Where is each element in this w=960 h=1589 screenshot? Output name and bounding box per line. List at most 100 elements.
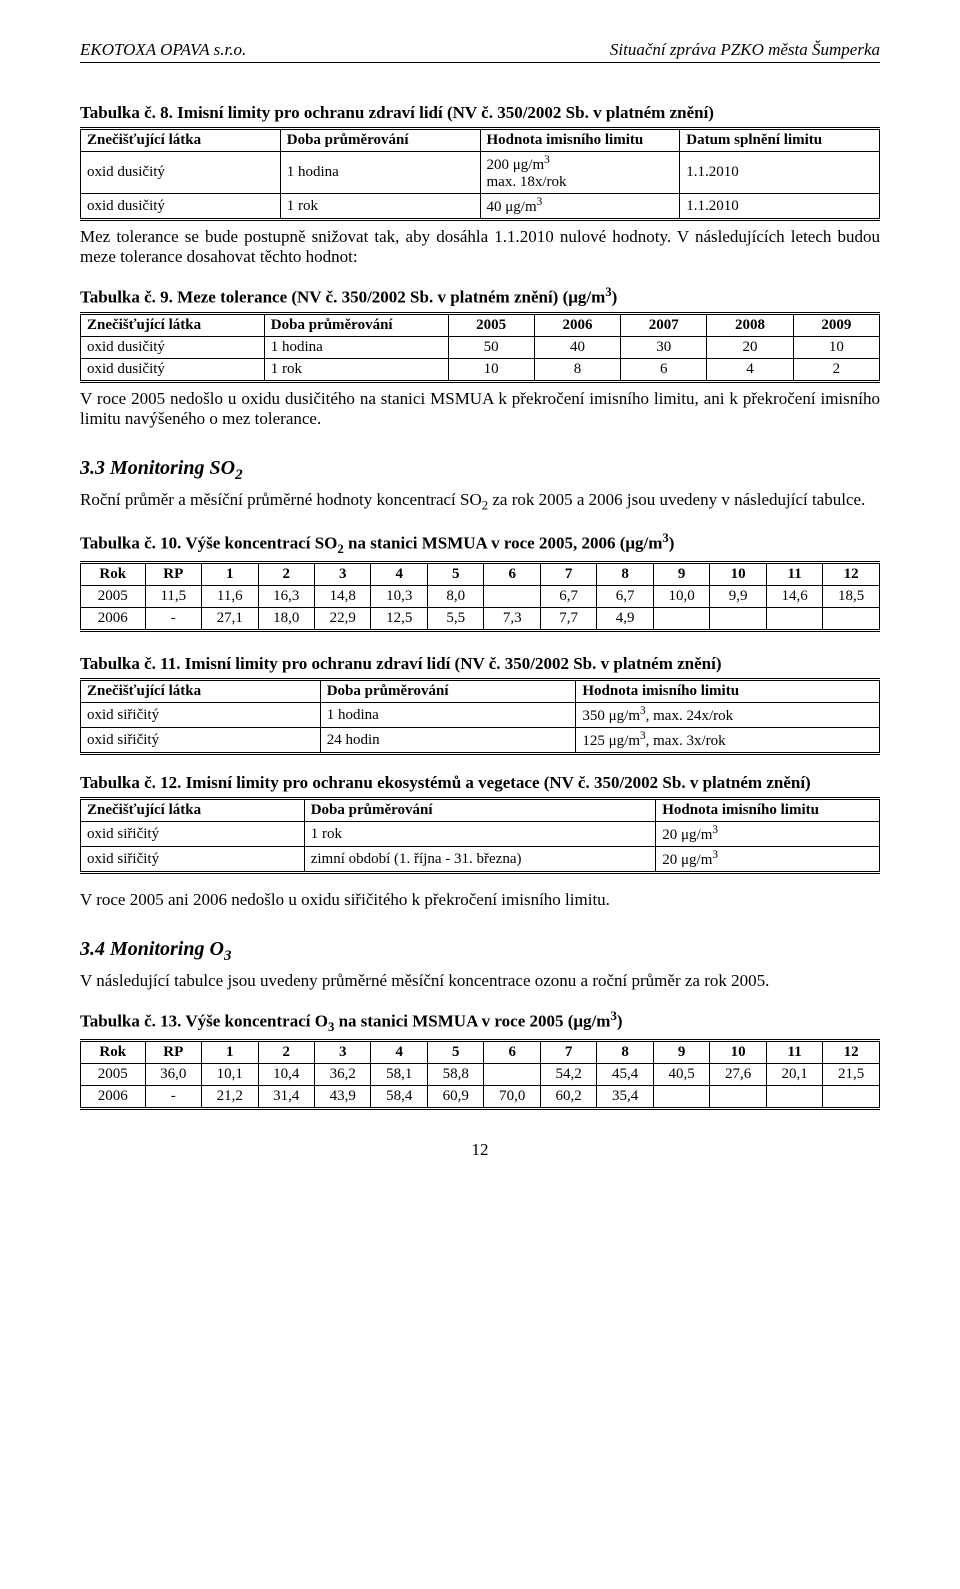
t12-r1c1: 1 rok — [304, 822, 656, 847]
t13-r2c7: 70,0 — [484, 1086, 540, 1109]
t12-r1c2: 20 μg/m3 — [656, 822, 880, 847]
t13-h12: 11 — [766, 1041, 822, 1064]
t13-h4: 3 — [315, 1041, 371, 1064]
t9-r1c5: 20 — [707, 336, 793, 358]
heading-3-4: 3.4 Monitoring O3 — [80, 938, 880, 965]
t9-r1c2: 50 — [448, 336, 534, 358]
t10-r1c5: 10,3 — [371, 586, 427, 608]
t10-r2c6: 5,5 — [427, 608, 483, 631]
t13-r1c8: 54,2 — [540, 1064, 596, 1086]
t10-h6: 5 — [427, 563, 483, 586]
t10-r2c13 — [823, 608, 880, 631]
t9-r2c1: 1 rok — [264, 358, 448, 381]
t11-h1: Doba průměrování — [320, 680, 576, 703]
t8-r1c4: 1.1.2010 — [680, 152, 880, 194]
t13-r1c4: 36,2 — [315, 1064, 371, 1086]
t8-r2c2: 1 rok — [280, 194, 480, 220]
caption-table-8: Tabulka č. 8. Imisní limity pro ochranu … — [80, 103, 880, 123]
t10-r2c7: 7,3 — [484, 608, 540, 631]
t10-h0: Rok — [81, 563, 146, 586]
t9-r1c3: 40 — [534, 336, 620, 358]
t13-h7: 6 — [484, 1041, 540, 1064]
t8-r1c1: oxid dusičitý — [81, 152, 281, 194]
caption-table-10: Tabulka č. 10. Výše koncentrací SO2 na s… — [80, 531, 880, 557]
t13-r1c2: 10,1 — [202, 1064, 258, 1086]
table-11: Znečišťující látka Doba průměrování Hodn… — [80, 678, 880, 755]
t13-r2c5: 58,4 — [371, 1086, 427, 1109]
t10-r2c1: - — [145, 608, 201, 631]
t10-r2c8: 7,7 — [540, 608, 596, 631]
t9-h0: Znečišťující látka — [81, 313, 265, 336]
para-so2: Roční průměr a měsíční průměrné hodnoty … — [80, 490, 880, 513]
t10-r1c3: 16,3 — [258, 586, 314, 608]
t13-h10: 9 — [653, 1041, 709, 1064]
t10-r1c6: 8,0 — [427, 586, 483, 608]
t10-r2c9: 4,9 — [597, 608, 653, 631]
t13-r2c13 — [823, 1086, 880, 1109]
t13-r2c6: 60,9 — [427, 1086, 483, 1109]
t10-r2c2: 27,1 — [202, 608, 258, 631]
t10-r1c2: 11,6 — [202, 586, 258, 608]
t13-h13: 12 — [823, 1041, 880, 1064]
t11-r1c1: 1 hodina — [320, 703, 576, 728]
table-9: Znečišťující látka Doba průměrování 2005… — [80, 312, 880, 383]
t10-r1c9: 6,7 — [597, 586, 653, 608]
t13-h9: 8 — [597, 1041, 653, 1064]
para-after-t9: V roce 2005 nedošlo u oxidu dusičitého n… — [80, 389, 880, 429]
t8-r2c1: oxid dusičitý — [81, 194, 281, 220]
t10-r2c10 — [653, 608, 709, 631]
t10-h8: 7 — [540, 563, 596, 586]
t12-r2c0: oxid siřičitý — [81, 847, 305, 873]
t10-h3: 2 — [258, 563, 314, 586]
t8-h3: Hodnota imisního limitu — [480, 129, 680, 152]
t9-r1c4: 30 — [621, 336, 707, 358]
t8-r1c3: 200 μg/m3max. 18x/rok — [480, 152, 680, 194]
t8-h4: Datum splnění limitu — [680, 129, 880, 152]
t13-r1c13: 21,5 — [823, 1064, 880, 1086]
t9-h5: 2008 — [707, 313, 793, 336]
t9-h1: Doba průměrování — [264, 313, 448, 336]
t13-r2c10 — [653, 1086, 709, 1109]
t13-r2c1: - — [145, 1086, 201, 1109]
header-right: Situační zpráva PZKO města Šumperka — [610, 40, 880, 60]
t10-r2c3: 18,0 — [258, 608, 314, 631]
t12-r2c2: 20 μg/m3 — [656, 847, 880, 873]
t13-r2c4: 43,9 — [315, 1086, 371, 1109]
t9-h2: 2005 — [448, 313, 534, 336]
t10-r1c11: 9,9 — [710, 586, 766, 608]
t9-r2c5: 4 — [707, 358, 793, 381]
t9-h3: 2006 — [534, 313, 620, 336]
t13-r1c6: 58,8 — [427, 1064, 483, 1086]
t11-r1c0: oxid siřičitý — [81, 703, 321, 728]
table-12: Znečišťující látka Doba průměrování Hodn… — [80, 797, 880, 874]
t10-h10: 9 — [653, 563, 709, 586]
t9-h4: 2007 — [621, 313, 707, 336]
t10-r2c5: 12,5 — [371, 608, 427, 631]
t13-r2c11 — [710, 1086, 766, 1109]
t10-r2c0: 2006 — [81, 608, 146, 631]
t9-r2c0: oxid dusičitý — [81, 358, 265, 381]
heading-3-3: 3.3 Monitoring SO2 — [80, 457, 880, 484]
t13-h3: 2 — [258, 1041, 314, 1064]
page-number: 12 — [80, 1140, 880, 1160]
caption-table-13: Tabulka č. 13. Výše koncentrací O3 na st… — [80, 1009, 880, 1035]
t9-r1c0: oxid dusičitý — [81, 336, 265, 358]
t10-h7: 6 — [484, 563, 540, 586]
t13-h8: 7 — [540, 1041, 596, 1064]
t11-h2: Hodnota imisního limitu — [576, 680, 880, 703]
caption-table-12: Tabulka č. 12. Imisní limity pro ochranu… — [80, 773, 880, 793]
t10-h13: 12 — [823, 563, 880, 586]
t9-r1c6: 10 — [793, 336, 879, 358]
caption-table-11: Tabulka č. 11. Imisní limity pro ochranu… — [80, 654, 880, 674]
t13-r2c9: 35,4 — [597, 1086, 653, 1109]
t9-r1c1: 1 hodina — [264, 336, 448, 358]
t10-h1: RP — [145, 563, 201, 586]
t11-r1c2: 350 μg/m3, max. 24x/rok — [576, 703, 880, 728]
t10-r2c12 — [766, 608, 822, 631]
t10-h5: 4 — [371, 563, 427, 586]
t9-r2c6: 2 — [793, 358, 879, 381]
t9-r2c2: 10 — [448, 358, 534, 381]
para-after-t12: V roce 2005 ani 2006 nedošlo u oxidu siř… — [80, 890, 880, 910]
t10-r1c4: 14,8 — [315, 586, 371, 608]
t12-h2: Hodnota imisního limitu — [656, 799, 880, 822]
